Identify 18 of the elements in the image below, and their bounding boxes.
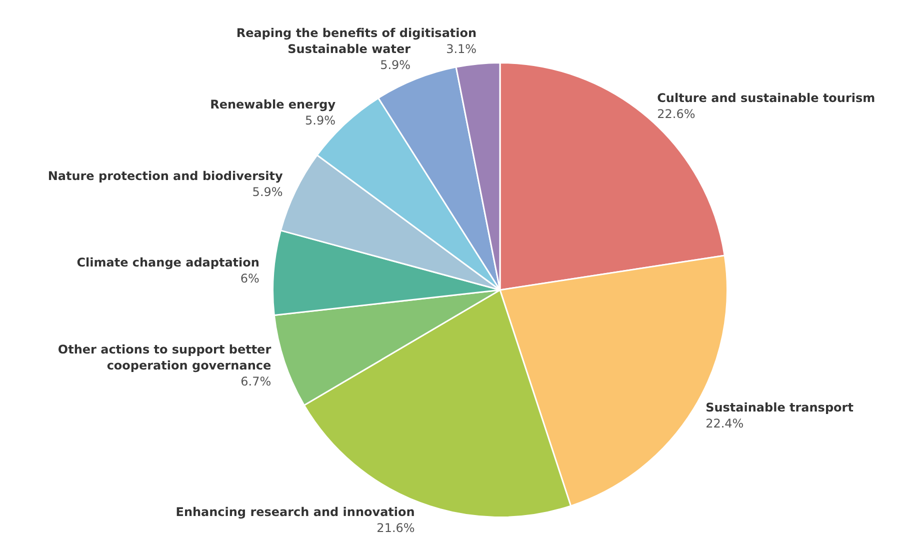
data-label: 3.1% xyxy=(446,42,477,56)
data-label: 6.7% xyxy=(240,374,272,388)
slice-label: Enhancing research and innovation xyxy=(176,505,415,520)
slice-label: Sustainable transport xyxy=(706,400,854,414)
data-label: 5.9% xyxy=(252,185,283,200)
slice-label: Sustainable water xyxy=(288,42,411,56)
slice-label: Other actions to support better cooperation governance xyxy=(58,342,272,372)
slice-label: Renewable energy xyxy=(210,98,336,112)
slice-label: Reaping the benefits of digitisation xyxy=(236,26,477,40)
data-label: 22.4% xyxy=(706,416,744,430)
data-label: 6% xyxy=(240,272,260,286)
data-label: 5.9% xyxy=(305,114,336,128)
data-label: 22.6% xyxy=(657,107,696,122)
data-label: 21.6% xyxy=(376,521,415,536)
data-label: 5.9% xyxy=(380,58,411,72)
slice-label: Nature protection and biodiversity xyxy=(48,169,283,184)
slice-label: Climate change adaptation xyxy=(76,256,260,270)
slice-label: Culture and sustainable tourism xyxy=(657,91,876,106)
